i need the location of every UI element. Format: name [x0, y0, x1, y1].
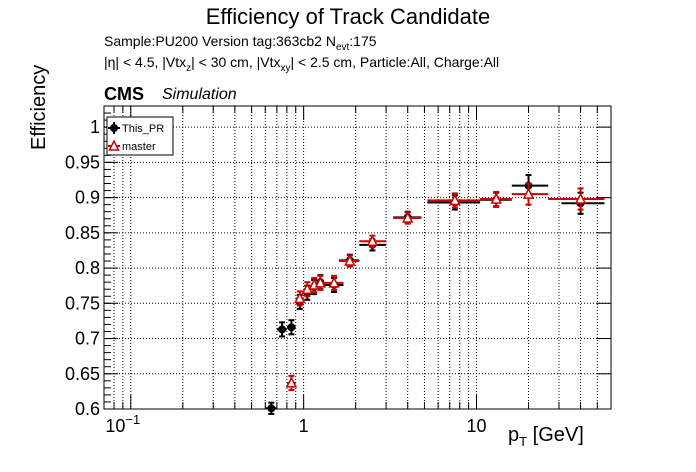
y-tick-label: 0.7	[75, 329, 100, 349]
master-point	[323, 274, 344, 291]
marker-triangle	[490, 192, 502, 204]
y-tick-label: 0.9	[75, 188, 100, 208]
cuts-text-eta: |η| < 4.5, |Vtx	[104, 54, 187, 70]
marker-triangle	[344, 254, 356, 266]
grid-lines	[103, 106, 612, 410]
master-point	[393, 211, 422, 225]
marker-triangle	[522, 187, 535, 199]
y-tick-label: 0.65	[65, 364, 100, 384]
legend-entry-master: master	[108, 139, 156, 153]
this-pr-point	[276, 321, 287, 338]
x-tick-label: 1	[299, 416, 309, 436]
vtx-xy-subscript: xy	[280, 62, 291, 74]
x-tick-label: 10	[466, 416, 486, 436]
legend-marker-circle	[110, 124, 118, 132]
vtx-z-subscript: z	[186, 62, 192, 74]
x-axis-label-unit: [GeV]	[527, 424, 584, 446]
cuts-text-tail: | < 2.5 cm, Particle:All, Charge:All	[290, 54, 500, 70]
legend-label-master: master	[122, 141, 156, 153]
y-tick-label: 1	[90, 117, 100, 137]
marker-triangle	[574, 192, 587, 204]
cms-label: CMS	[104, 84, 144, 104]
x-axis-label: pT [GeV]	[508, 424, 584, 449]
nevt-value: :175	[349, 33, 377, 49]
legend-label-this-pr: This_PR	[122, 123, 164, 135]
x-axis-label-sub: T	[519, 434, 528, 449]
sample-info-text: Sample:PU200 Version tag:363cb2 N	[104, 33, 336, 49]
marker-circle	[267, 404, 276, 413]
master-point	[427, 192, 481, 209]
master-point	[480, 190, 512, 208]
master-point	[338, 254, 360, 268]
marker-triangle	[449, 193, 461, 206]
data-points	[265, 174, 605, 415]
marker-circle	[287, 323, 296, 332]
this-pr-point	[265, 401, 277, 415]
y-tick-label: 0.6	[75, 399, 100, 419]
marker-circle	[278, 325, 287, 334]
selection-cuts-line: |η| < 4.5, |Vtxz| < 30 cm, |Vtxxy| < 2.5…	[104, 54, 499, 74]
marker-triangle	[314, 276, 327, 288]
x-tick-label: 10−1	[105, 412, 140, 436]
chart-title: Efficiency of Track Candidate	[205, 4, 491, 29]
marker-triangle	[366, 234, 379, 247]
y-tick-label: 0.85	[65, 223, 100, 243]
cuts-text-mid: | < 30 cm, |Vtx	[191, 54, 281, 70]
axis-ticks: 0.6 0.65 0.7 0.75 0.8 0.85 0.9 0.95 1 10−1 1 10	[65, 106, 612, 436]
master-point	[285, 374, 298, 391]
legend-entry-this-pr: This_PR	[108, 122, 164, 135]
simulation-label: Simulation	[162, 86, 237, 103]
y-tick-label: 0.75	[65, 293, 100, 313]
master-point	[359, 234, 387, 248]
marker-triangle	[285, 376, 298, 388]
y-tick-label: 0.95	[65, 152, 100, 172]
master-point	[314, 274, 327, 291]
nevt-subscript: evt	[335, 41, 350, 53]
master-point	[294, 290, 306, 307]
plot-frame	[103, 105, 612, 410]
y-tick-label: 0.8	[75, 258, 100, 278]
master-point	[511, 182, 549, 206]
sample-info-line: Sample:PU200 Version tag:363cb2 Nevt:175	[104, 33, 377, 53]
x-tick-exponent: −1	[125, 412, 140, 427]
marker-triangle	[294, 291, 306, 304]
this-pr-point	[286, 319, 296, 336]
legend-marker-triangle	[108, 139, 120, 151]
x-axis-label-p: p	[508, 424, 520, 446]
master-point	[548, 187, 605, 211]
marker-triangle	[328, 276, 340, 288]
marker-triangle	[401, 211, 414, 223]
